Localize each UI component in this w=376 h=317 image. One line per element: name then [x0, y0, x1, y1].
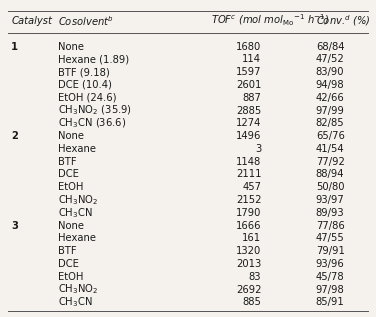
Text: 47/52: 47/52: [316, 55, 344, 64]
Text: Cosolvent$^b$: Cosolvent$^b$: [58, 14, 114, 28]
Text: CH$_3$CN: CH$_3$CN: [58, 206, 93, 220]
Text: Hexane: Hexane: [58, 144, 96, 154]
Text: None: None: [58, 42, 84, 52]
Text: 79/91: 79/91: [316, 246, 345, 256]
Text: DCE: DCE: [58, 259, 79, 269]
Text: BTF: BTF: [58, 157, 77, 167]
Text: 3: 3: [255, 144, 261, 154]
Text: 887: 887: [243, 93, 261, 103]
Text: Conv.$^d$ (%): Conv.$^d$ (%): [316, 13, 371, 28]
Text: 2152: 2152: [236, 195, 261, 205]
Text: DCE (10.4): DCE (10.4): [58, 80, 112, 90]
Text: 68/84: 68/84: [316, 42, 344, 52]
Text: 1: 1: [11, 42, 18, 52]
Text: 885: 885: [243, 297, 261, 307]
Text: 114: 114: [242, 55, 261, 64]
Text: DCE: DCE: [58, 170, 79, 179]
Text: 65/76: 65/76: [316, 131, 345, 141]
Text: EtOH (24.6): EtOH (24.6): [58, 93, 117, 103]
Text: 1496: 1496: [236, 131, 261, 141]
Text: CH$_3$CN (36.6): CH$_3$CN (36.6): [58, 117, 127, 130]
Text: 83: 83: [249, 272, 261, 282]
Text: 1680: 1680: [236, 42, 261, 52]
Text: 77/92: 77/92: [316, 157, 345, 167]
Text: 50/80: 50/80: [316, 182, 344, 192]
Text: EtOH: EtOH: [58, 182, 83, 192]
Text: 2111: 2111: [236, 170, 261, 179]
Text: BTF (9.18): BTF (9.18): [58, 67, 110, 77]
Text: 42/66: 42/66: [316, 93, 344, 103]
Text: 2601: 2601: [236, 80, 261, 90]
Text: 89/93: 89/93: [316, 208, 344, 218]
Text: CH$_3$NO$_2$: CH$_3$NO$_2$: [58, 283, 99, 296]
Text: None: None: [58, 131, 84, 141]
Text: 1666: 1666: [236, 221, 261, 231]
Text: CH$_3$NO$_2$: CH$_3$NO$_2$: [58, 193, 99, 207]
Text: Hexane (1.89): Hexane (1.89): [58, 55, 129, 64]
Text: 93/97: 93/97: [316, 195, 344, 205]
Text: TOF$^c$ (mol mol$_\mathrm{Mo}$$^{-1}$ h$^{-1}$): TOF$^c$ (mol mol$_\mathrm{Mo}$$^{-1}$ h$…: [211, 13, 329, 28]
Text: 2: 2: [11, 131, 18, 141]
Text: 88/94: 88/94: [316, 170, 344, 179]
Text: 97/99: 97/99: [316, 106, 345, 116]
Text: 94/98: 94/98: [316, 80, 344, 90]
Text: 2885: 2885: [236, 106, 261, 116]
Text: 1148: 1148: [236, 157, 261, 167]
Text: CH$_3$CN: CH$_3$CN: [58, 295, 93, 309]
Text: 77/86: 77/86: [316, 221, 344, 231]
Text: None: None: [58, 221, 84, 231]
Text: 2692: 2692: [236, 285, 261, 294]
Text: 3: 3: [11, 221, 18, 231]
Text: 85/91: 85/91: [316, 297, 344, 307]
Text: CH$_3$NO$_2$ (35.9): CH$_3$NO$_2$ (35.9): [58, 104, 132, 117]
Text: BTF: BTF: [58, 246, 77, 256]
Text: 1790: 1790: [236, 208, 261, 218]
Text: 161: 161: [242, 233, 261, 243]
Text: 47/55: 47/55: [316, 233, 344, 243]
Text: 97/98: 97/98: [316, 285, 344, 294]
Text: 2013: 2013: [236, 259, 261, 269]
Text: 457: 457: [242, 182, 261, 192]
Text: 93/96: 93/96: [316, 259, 344, 269]
Text: Catalyst: Catalyst: [11, 16, 52, 26]
Text: 41/54: 41/54: [316, 144, 344, 154]
Text: 1274: 1274: [236, 118, 261, 128]
Text: Hexane: Hexane: [58, 233, 96, 243]
Text: 83/90: 83/90: [316, 67, 344, 77]
Text: EtOH: EtOH: [58, 272, 83, 282]
Text: 1320: 1320: [236, 246, 261, 256]
Text: 45/78: 45/78: [316, 272, 344, 282]
Text: 1597: 1597: [236, 67, 261, 77]
Text: 82/85: 82/85: [316, 118, 344, 128]
